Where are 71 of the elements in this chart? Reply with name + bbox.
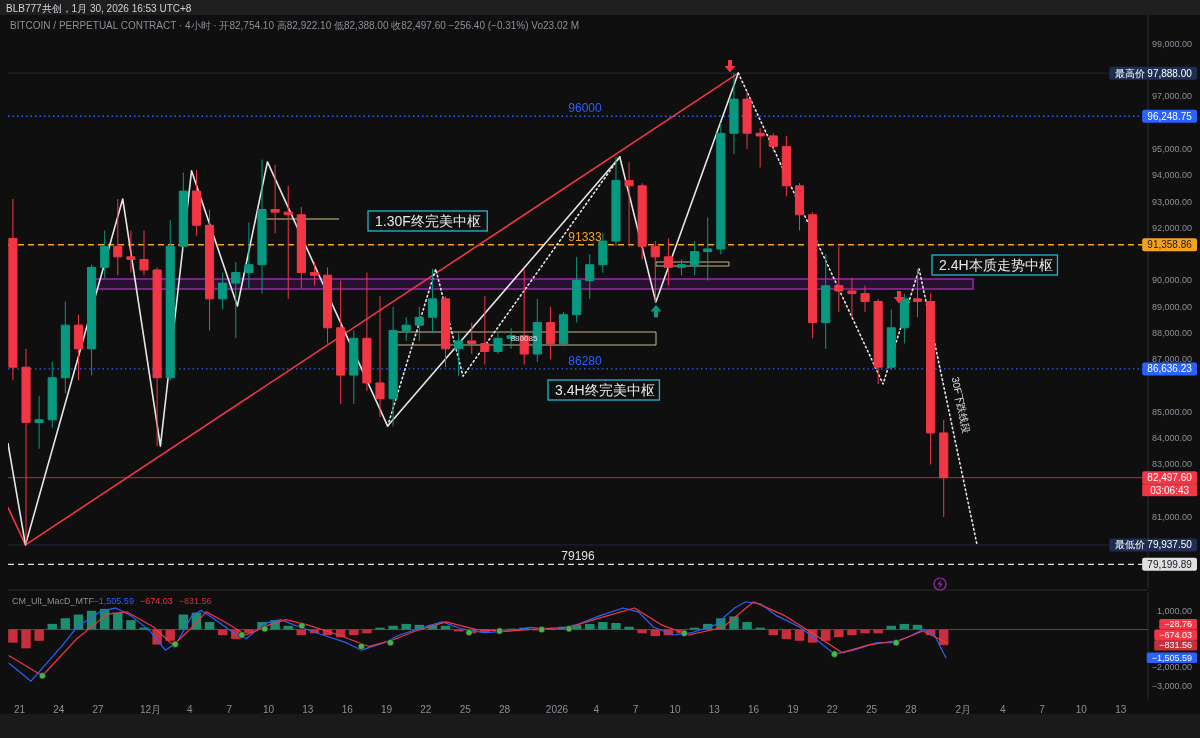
x-tick-label: 4 [187,703,194,715]
text: BITCOIN / PERPETUAL CONTRACT · 4小时 · 开82,754.10 高82,922.10 低82,388.00 收82,497.60 −256.40 (−0.31%) Vo23.02 M [10,19,580,31]
x-tick-label: 7 [226,703,233,715]
annotation: 1.30F终完美中枢 [375,213,481,229]
x-tick-label: 7 [632,703,639,715]
annotation: −831.56 [178,596,212,606]
y-tick-label: 81,000.00 [1151,512,1192,523]
x-tick-label: 10 [669,703,681,715]
ref-line-label: 86,636.23 [1147,363,1193,375]
y-tick-label: 90,000.00 [1151,275,1192,286]
ref-line-label: 82,497.60 [1147,472,1193,484]
annotation: 86280 [568,353,603,368]
text: −28.76 [1164,619,1193,630]
ref-line-label: 最低价 79,937.50 [1114,539,1193,551]
text: −1,505.59 [1151,652,1192,663]
annotation: 30F下跌线段 [949,375,973,435]
ref-line-label: 最高价 97,888.00 [1114,67,1193,79]
x-tick-label: 21 [13,703,26,715]
y-tick-label: 93,000.00 [1151,196,1192,207]
annotation: 3.4H终完美中枢 [555,382,655,398]
x-tick-label: 19 [787,703,799,715]
x-tick-label: 19 [380,703,393,715]
y-tick-label: 94,000.00 [1151,170,1192,181]
text: 03:06:43 [1150,484,1190,496]
y-tick-label: 85,000.00 [1151,406,1192,417]
annotation: −674.03 [139,596,173,606]
x-tick-label: 2月 [955,703,972,715]
x-tick-label: 22 [420,703,432,715]
y-tick-label: −3,000.00 [1151,680,1192,691]
y-tick-label: −2,000.00 [1151,662,1192,673]
y-tick-label: 89,000.00 [1151,301,1192,312]
x-tick-label: 22 [826,703,839,715]
x-tick-label: 4 [593,703,600,715]
y-tick-label: 97,000.00 [1151,91,1192,102]
y-tick-label: 88,000.00 [1151,328,1192,339]
x-tick-label: 7 [1039,703,1046,715]
x-tick-label: 28 [498,703,511,715]
x-tick-label: 24 [53,703,65,715]
x-tick-label: 4 [999,703,1006,715]
y-tick-label: 1,000.00 [1156,605,1192,616]
annotation: −1,505.59 [93,596,134,606]
text: −674.03 [1159,629,1193,640]
x-tick-label: 12月 [140,703,162,715]
annotation: 2.4H本质走势中枢 [939,257,1053,273]
ref-line-label: 91,358.86 [1147,239,1193,251]
y-tick-label: 99,000.00 [1151,38,1192,49]
ref-line-label: 96,248.75 [1147,110,1193,122]
y-tick-label: 95,000.00 [1151,144,1192,155]
text: −831.56 [1159,640,1193,651]
x-tick-label: 13 [1115,703,1127,715]
x-tick-label: 13 [302,703,314,715]
annotation: 96000 [568,101,603,116]
y-tick-label: 83,000.00 [1151,459,1192,470]
chart-title: BLB777共创，1月 30, 2026 16:53 UTC+8 [6,2,192,14]
x-tick-label: 2026 [545,703,569,715]
x-tick-label: 10 [262,703,275,715]
x-tick-label: 27 [92,703,105,715]
y-tick-label: 84,000.00 [1151,433,1192,444]
y-tick-label: 87,000.00 [1151,354,1192,365]
annotation: 91333 [568,229,603,244]
y-tick-label: 92,000.00 [1151,222,1192,233]
text: CM_Ult_MacD_MTF [12,596,95,606]
x-tick-label: 25 [866,703,878,715]
x-tick-label: 28 [905,703,917,715]
ref-line-label: 79,199.89 [1147,558,1193,570]
x-tick-label: 13 [708,703,721,715]
x-tick-label: 25 [459,703,472,715]
x-tick-label: 16 [341,703,354,715]
x-tick-label: 16 [748,703,760,715]
x-tick-label: 10 [1075,703,1088,715]
annotation: 79196 [561,549,596,564]
